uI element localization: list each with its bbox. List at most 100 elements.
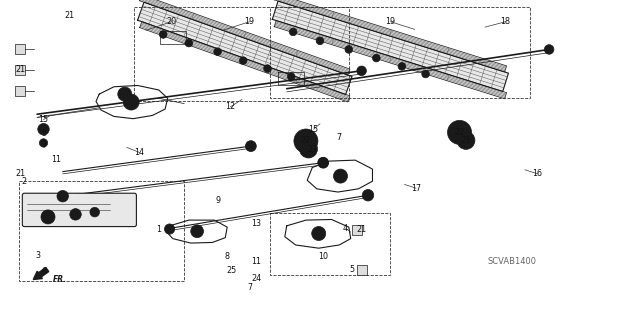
Circle shape <box>321 160 326 165</box>
Circle shape <box>545 45 554 54</box>
Text: 23: 23 <box>307 145 317 154</box>
Circle shape <box>38 123 49 135</box>
Circle shape <box>464 138 468 142</box>
Circle shape <box>70 209 81 220</box>
Polygon shape <box>138 2 352 94</box>
Circle shape <box>289 28 297 36</box>
Bar <box>19 181 184 281</box>
Circle shape <box>118 87 132 101</box>
Text: 19: 19 <box>244 17 255 26</box>
Circle shape <box>333 169 348 183</box>
Circle shape <box>301 136 311 146</box>
Polygon shape <box>140 0 350 75</box>
Circle shape <box>300 140 317 158</box>
Text: SCVAB1400: SCVAB1400 <box>488 257 536 266</box>
Text: 1: 1 <box>156 225 161 234</box>
Circle shape <box>345 46 353 53</box>
Circle shape <box>547 47 552 52</box>
Text: 7: 7 <box>337 133 342 142</box>
Circle shape <box>337 173 344 179</box>
Text: 2: 2 <box>22 177 27 186</box>
Circle shape <box>41 210 55 224</box>
Circle shape <box>294 129 318 153</box>
Circle shape <box>239 57 247 64</box>
FancyBboxPatch shape <box>22 193 136 226</box>
Circle shape <box>318 158 328 168</box>
Circle shape <box>305 145 312 152</box>
Text: 21: 21 <box>15 65 26 74</box>
Circle shape <box>457 131 475 149</box>
Text: 12: 12 <box>225 102 236 111</box>
Bar <box>15 64 26 75</box>
Polygon shape <box>273 1 508 92</box>
Circle shape <box>365 192 371 198</box>
Circle shape <box>60 193 65 199</box>
Text: 11: 11 <box>251 257 261 266</box>
Circle shape <box>167 226 172 232</box>
Text: 22: 22 <box>301 137 311 145</box>
Text: 7: 7 <box>247 283 252 292</box>
Text: 25: 25 <box>227 266 237 275</box>
Circle shape <box>312 226 326 241</box>
Circle shape <box>44 213 52 221</box>
Circle shape <box>191 225 204 238</box>
Circle shape <box>92 210 97 215</box>
Text: 15: 15 <box>308 125 319 134</box>
Text: 8: 8 <box>225 252 230 261</box>
Circle shape <box>246 141 256 152</box>
Text: 7: 7 <box>41 141 46 150</box>
Text: 4: 4 <box>343 224 348 233</box>
Circle shape <box>57 190 68 202</box>
Circle shape <box>463 137 469 144</box>
Circle shape <box>301 137 310 145</box>
Text: 22: 22 <box>454 128 465 137</box>
Polygon shape <box>140 22 350 102</box>
Text: 11: 11 <box>51 155 61 164</box>
Text: 6: 6 <box>41 267 46 276</box>
Circle shape <box>362 189 374 201</box>
Circle shape <box>372 54 380 62</box>
Polygon shape <box>275 0 506 72</box>
Text: 21: 21 <box>64 11 74 20</box>
Circle shape <box>124 94 139 110</box>
Text: 14: 14 <box>134 148 145 157</box>
Circle shape <box>246 141 255 151</box>
Text: 5: 5 <box>41 130 46 138</box>
Circle shape <box>422 70 429 78</box>
Text: 10: 10 <box>318 252 328 261</box>
Circle shape <box>398 63 406 70</box>
Bar <box>270 7 530 98</box>
Circle shape <box>457 130 462 135</box>
Circle shape <box>248 144 253 149</box>
Bar <box>352 225 362 235</box>
Text: 20: 20 <box>166 17 177 26</box>
Text: 16: 16 <box>532 169 543 178</box>
Bar <box>15 86 26 96</box>
Text: FR.: FR. <box>53 275 67 284</box>
Bar <box>15 44 26 55</box>
Circle shape <box>214 48 221 56</box>
Bar <box>356 264 367 275</box>
Circle shape <box>447 120 472 145</box>
Circle shape <box>159 31 167 38</box>
Circle shape <box>72 211 79 218</box>
Polygon shape <box>275 20 506 99</box>
Circle shape <box>357 66 366 76</box>
Text: 15: 15 <box>38 115 49 124</box>
FancyArrow shape <box>33 268 49 279</box>
Text: 21: 21 <box>15 169 26 178</box>
Circle shape <box>454 127 465 137</box>
Circle shape <box>195 228 200 234</box>
Bar <box>270 213 390 275</box>
Circle shape <box>359 68 364 73</box>
Circle shape <box>303 138 308 144</box>
Text: 9: 9 <box>215 197 220 205</box>
Text: 19: 19 <box>385 17 396 26</box>
Text: 23: 23 <box>461 137 471 145</box>
Text: 24: 24 <box>251 274 261 283</box>
Text: 17: 17 <box>411 184 421 193</box>
Circle shape <box>90 207 99 217</box>
Circle shape <box>127 98 135 106</box>
Circle shape <box>122 91 128 97</box>
Bar <box>134 7 349 101</box>
